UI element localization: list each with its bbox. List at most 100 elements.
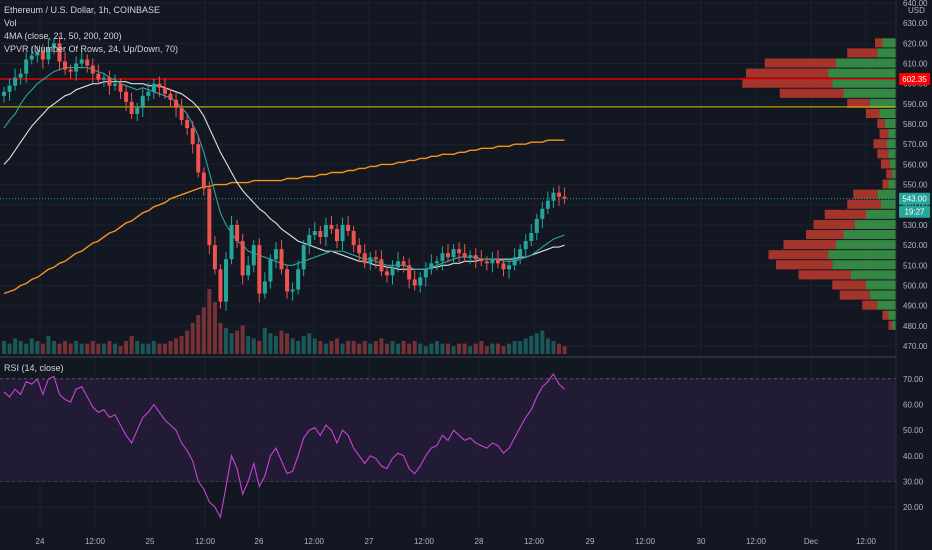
volume-profile-down-bar (783, 240, 836, 250)
candle-body (518, 249, 523, 258)
volume-bar (146, 343, 151, 354)
candlesticks[interactable] (2, 36, 567, 311)
volume-bar (135, 341, 140, 354)
candle-body (534, 218, 539, 234)
volume-profile-up-bar (828, 250, 896, 260)
countdown-badge: 19:27 (904, 208, 925, 217)
volume-profile-up-bar (869, 290, 896, 300)
volume-profile-down-bar (847, 98, 870, 108)
candle-body (307, 235, 312, 246)
volume-bar (257, 341, 262, 354)
candle-body (412, 279, 417, 286)
candle-body (312, 230, 317, 236)
candle-body (401, 261, 406, 266)
price-axis[interactable]: 640.00630.00620.00610.00600.00590.00580.… (895, 0, 932, 550)
candle-body (124, 91, 129, 102)
candle-body (2, 91, 6, 96)
volume-bar (323, 343, 328, 354)
candle-body (18, 73, 23, 78)
volume-bar (268, 333, 273, 354)
candle-body (457, 249, 462, 254)
time-tick-label: 25 (146, 537, 155, 546)
price-tick-label: 620.00 (903, 39, 928, 48)
price-tick-label: 640.00 (903, 0, 928, 8)
candle-body (451, 249, 456, 258)
volume-bar (340, 343, 345, 354)
volume-bar (85, 343, 90, 354)
candle-body (218, 269, 223, 302)
candle-body (63, 61, 68, 70)
volume-bar (7, 343, 12, 354)
candle-body (268, 259, 273, 282)
candle-body (96, 73, 101, 80)
candle-body (290, 289, 295, 292)
volume-bar (518, 341, 523, 354)
volume-bar (373, 341, 378, 354)
volume-bar (174, 338, 179, 354)
candle-body (296, 269, 301, 290)
volume-profile-down-bar (877, 149, 889, 159)
volume-bar (51, 341, 56, 354)
candle-body (90, 65, 95, 74)
candle-body (279, 249, 284, 270)
candle-body (140, 95, 145, 108)
volume-bar (362, 341, 367, 354)
volume-bar (434, 341, 439, 354)
volume-bar (540, 330, 545, 354)
volume-bar (157, 343, 162, 354)
candle-body (68, 69, 73, 72)
volume-profile-down-bar (847, 48, 878, 58)
rsi-path (3, 372, 565, 519)
time-tick-label: 24 (36, 537, 45, 546)
price-tick-label: 470.00 (903, 342, 928, 351)
volume-profile-up-bar (890, 159, 896, 169)
volume-bar (534, 333, 539, 354)
time-tick-label: 26 (255, 537, 264, 546)
countdown-badge-bg (899, 205, 930, 218)
volume-profile-up-bar (836, 58, 896, 68)
price-tick-label: 560.00 (903, 160, 928, 169)
candle-body (529, 233, 534, 242)
volume-bar (90, 341, 95, 354)
candle-body (174, 99, 179, 108)
volume-bar (551, 341, 556, 354)
candle-body (7, 85, 12, 92)
price-tick-label: 590.00 (903, 100, 928, 109)
candle-body (262, 281, 267, 294)
volume-bar (29, 338, 34, 354)
volume-bar (451, 346, 456, 354)
volume-profile-down-bar (779, 88, 844, 98)
horizontal-levels[interactable] (0, 78, 896, 200)
volume-bar (229, 333, 234, 354)
volume-bar (285, 333, 290, 354)
volume-bar (312, 338, 317, 354)
volume-bar (190, 322, 195, 354)
time-tick-label: 12:00 (746, 537, 767, 546)
time-tick-label: 28 (475, 537, 484, 546)
volume-bar (318, 341, 323, 354)
candle-body (85, 59, 90, 66)
volume-bar (384, 343, 389, 354)
volume-bar (501, 346, 506, 354)
vpvr-legend: VPVR (Number Of Rows, 24, Up/Down, 70) (4, 44, 179, 54)
candle-body (446, 253, 450, 258)
time-axis[interactable]: 24 12:00 25 12:00 26 12:00 27 12:00 28 12:00 29 12:… (36, 537, 877, 546)
volume-profile-up-bar (828, 68, 896, 78)
volume-bar (557, 343, 561, 354)
volume-bar (479, 341, 484, 354)
time-tick-label: 29 (586, 537, 595, 546)
currency-label: USD (908, 6, 925, 15)
volume-profile-up-bar (888, 149, 896, 159)
red-level-badge: 602.35 (902, 75, 927, 84)
candle-body (118, 83, 123, 92)
price-tick-label: 480.00 (903, 322, 928, 331)
volume-profile-down-bar (746, 68, 829, 78)
volume-bar (279, 330, 284, 354)
rsi-tick-label: 60.00 (903, 401, 924, 410)
rsi-tick-label: 70.00 (903, 375, 924, 384)
volume-bar (440, 343, 445, 354)
candle-body (418, 277, 423, 286)
volume-bar (13, 338, 18, 354)
rsi-band (0, 379, 896, 482)
